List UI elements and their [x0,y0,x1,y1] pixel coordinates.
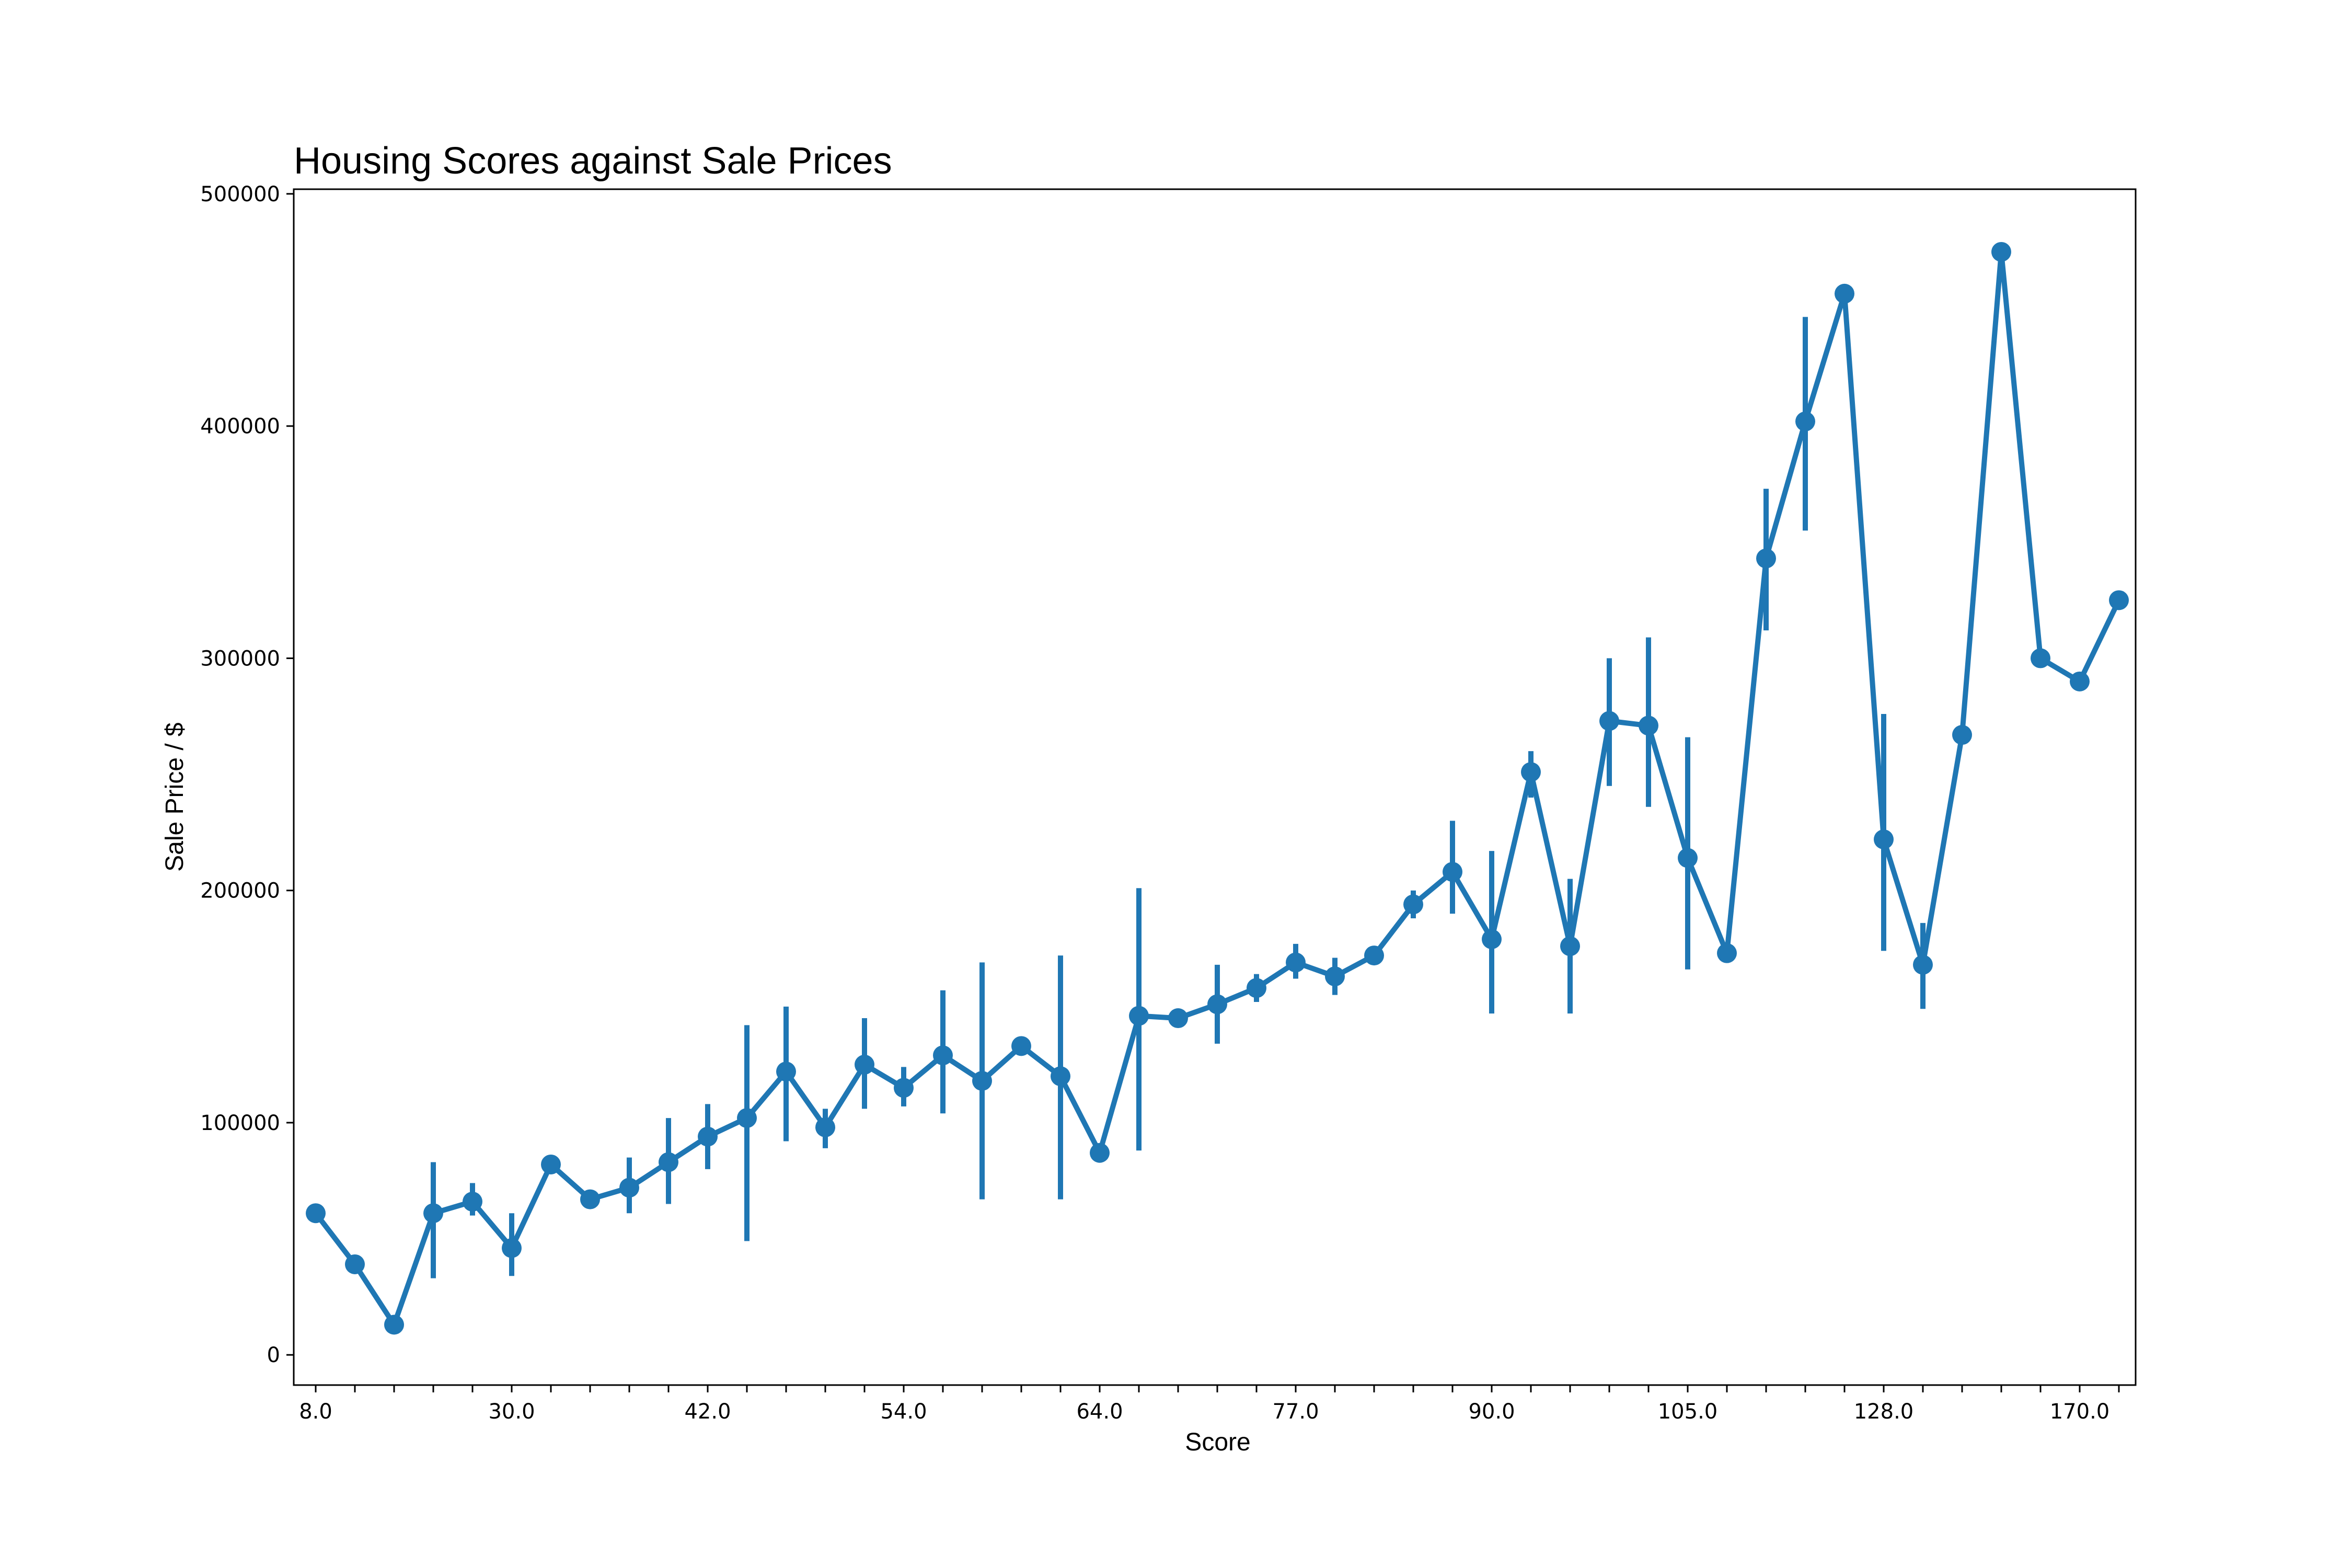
data-points [306,241,2129,1335]
data-point [384,1315,404,1335]
data-point [1874,829,1894,849]
data-point [855,1054,874,1075]
data-point [1835,283,1854,304]
y-axis: 0 100000 200000 300000 400000 500000 [200,182,294,1367]
data-point [1952,725,1972,745]
data-point [2109,590,2129,610]
x-tick-label: 128.0 [1854,1400,1914,1424]
x-tick-label: 64.0 [1076,1400,1123,1424]
data-point [1599,711,1619,731]
data-point [815,1117,835,1137]
x-tick-label: 30.0 [488,1400,535,1424]
data-point [1443,862,1462,882]
data-point [541,1154,561,1174]
data-point [894,1078,914,1098]
y-tick-label: 100000 [200,1111,280,1135]
x-axis-label: Score [1185,1428,1250,1456]
data-point [306,1203,326,1224]
data-point [659,1152,678,1172]
data-point [1560,936,1580,956]
data-point [972,1071,992,1091]
x-tick-label: 170.0 [2050,1400,2110,1424]
x-tick-label: 77.0 [1272,1400,1319,1424]
data-point [1717,943,1737,963]
x-tick-label: 105.0 [1658,1400,1718,1424]
y-tick-label: 0 [267,1343,280,1367]
plot-frame [293,188,2137,1386]
x-tick-label: 90.0 [1468,1400,1515,1424]
x-tick-label: 54.0 [880,1400,927,1424]
data-point [1364,946,1384,966]
data-point [2070,671,2090,691]
data-point [1090,1143,1110,1163]
data-point [463,1192,482,1212]
data-point [580,1189,600,1209]
y-tick-label: 300000 [200,647,280,671]
data-point [1913,954,1933,975]
data-point [619,1178,639,1198]
y-tick-label: 200000 [200,879,280,903]
data-point [1286,952,1306,973]
y-axis-label: Sale Price / $ [161,722,189,871]
data-point [1129,1006,1149,1026]
data-point [1795,411,1815,432]
data-point [1325,966,1345,987]
data-point [345,1254,365,1274]
chart-title: Housing Scores against Sale Prices [294,140,892,182]
x-axis: 8.0 30.0 42.0 54.0 64.0 77.0 90.0 105.0 128.0 170… [299,1385,2120,1424]
data-point [423,1203,443,1224]
x-tick-label: 42.0 [684,1400,731,1424]
data-point [1639,716,1658,736]
data-point [1011,1036,1031,1056]
x-tick-label: 8.0 [299,1400,332,1424]
data-point [1403,894,1423,915]
data-point [1991,241,2011,262]
data-point [1482,929,1502,949]
data-point [698,1126,718,1147]
y-tick-label: 400000 [200,414,280,439]
data-point [1756,548,1776,569]
data-point [1207,994,1227,1014]
data-point [1247,978,1266,998]
y-tick-label: 500000 [200,182,280,206]
data-point [737,1108,757,1128]
data-point [1678,848,1698,868]
data-point [933,1045,953,1066]
data-point [776,1062,796,1082]
data-point [2031,648,2050,668]
data-point [1168,1008,1188,1029]
data-point [502,1238,522,1258]
data-point [1521,762,1541,782]
data-point [1051,1066,1070,1087]
